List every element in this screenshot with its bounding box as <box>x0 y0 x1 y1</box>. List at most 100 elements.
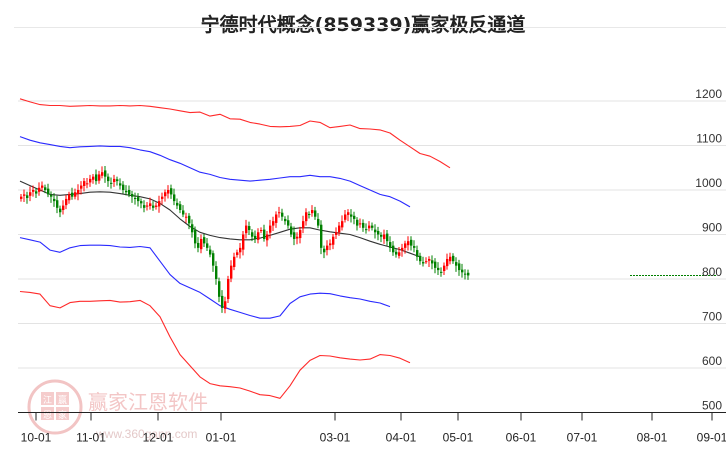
candle <box>146 205 149 207</box>
candle <box>170 188 173 195</box>
candle <box>233 256 236 267</box>
candle <box>83 181 86 186</box>
x-tick-label: 10-01 <box>21 431 52 445</box>
candle <box>320 224 323 248</box>
candle <box>167 190 170 194</box>
candle <box>239 247 242 253</box>
band-outer_upper <box>19 98 451 169</box>
candle <box>143 205 146 208</box>
band-mid <box>19 180 421 258</box>
band-inner_lower <box>19 237 391 319</box>
x-tick-label: 05-01 <box>443 431 474 445</box>
candle <box>50 194 53 197</box>
candle <box>203 237 206 244</box>
x-tick-label: 11-01 <box>76 431 106 445</box>
candle <box>341 221 344 228</box>
watermark-seal-icon <box>27 379 83 435</box>
candle <box>368 225 371 229</box>
candle <box>425 261 428 263</box>
candle <box>110 182 113 184</box>
watermark-url: www.360gann.com <box>95 427 197 441</box>
candle <box>197 242 200 248</box>
y-tick-label: 1000 <box>695 176 722 190</box>
band-outer_lower <box>19 290 411 399</box>
y-tick-label: 800 <box>702 265 722 279</box>
candle <box>137 197 140 202</box>
x-tick-label: 06-01 <box>506 431 537 445</box>
candle <box>221 295 224 308</box>
candlesticks <box>20 165 470 314</box>
candle <box>461 269 464 273</box>
candle <box>362 222 365 228</box>
candle <box>248 226 251 231</box>
candle <box>257 232 260 240</box>
candle <box>158 201 161 207</box>
x-tick-label: 09-01 <box>697 431 726 445</box>
candle <box>422 262 425 264</box>
x-axis: 10-01 11-01 12-01 01-01 03-01 04-01 05-01 06-01… <box>18 412 726 445</box>
candle <box>107 176 110 182</box>
candle <box>80 185 83 189</box>
gridlines <box>18 100 726 369</box>
candle <box>56 200 59 208</box>
candle <box>47 188 50 195</box>
candle <box>296 236 299 239</box>
candle <box>371 225 374 228</box>
candle <box>410 239 413 246</box>
candle <box>74 192 77 197</box>
candle <box>149 203 152 207</box>
candle <box>428 258 431 261</box>
y-tick-label: 500 <box>702 399 722 413</box>
candle <box>452 255 455 262</box>
candle <box>407 241 410 246</box>
candle <box>416 250 419 257</box>
candle <box>125 190 128 193</box>
candle <box>104 170 107 177</box>
candle <box>260 230 263 232</box>
candle <box>212 253 215 266</box>
candle <box>275 214 278 223</box>
candle <box>86 183 89 185</box>
candle <box>329 243 332 246</box>
x-tick-label: 04-01 <box>386 431 417 445</box>
y-axis: 500 600 700 800 900 1000 1100 1200 <box>695 87 722 413</box>
candle <box>35 191 38 194</box>
candle <box>62 205 65 211</box>
candle <box>119 183 122 186</box>
candle <box>134 198 137 200</box>
candle <box>224 301 227 309</box>
candle <box>464 273 467 275</box>
candle <box>71 192 74 197</box>
candle <box>251 232 254 237</box>
candle <box>209 249 212 255</box>
candle <box>443 265 446 271</box>
candle <box>263 229 266 239</box>
candle <box>335 232 338 235</box>
candle <box>290 226 293 235</box>
x-tick-label: 03-01 <box>320 431 351 445</box>
candle <box>386 233 389 242</box>
candle <box>65 198 68 206</box>
svg-text:家: 家 <box>58 409 67 421</box>
candle <box>185 216 188 218</box>
svg-text:恩: 恩 <box>43 410 52 421</box>
candle <box>413 246 416 248</box>
candle <box>155 205 158 207</box>
candle <box>176 202 179 206</box>
candle <box>161 196 164 199</box>
x-tick-label: 07-01 <box>567 431 598 445</box>
candle <box>218 281 221 297</box>
candle <box>38 187 41 192</box>
candle <box>446 258 449 267</box>
candle <box>128 190 131 195</box>
candle <box>377 230 380 235</box>
candle <box>179 204 182 211</box>
candle <box>467 272 470 276</box>
candle <box>269 225 272 233</box>
candle <box>353 215 356 219</box>
candle <box>317 218 320 226</box>
candle <box>29 192 32 196</box>
candle <box>326 245 329 251</box>
candle <box>164 192 167 197</box>
